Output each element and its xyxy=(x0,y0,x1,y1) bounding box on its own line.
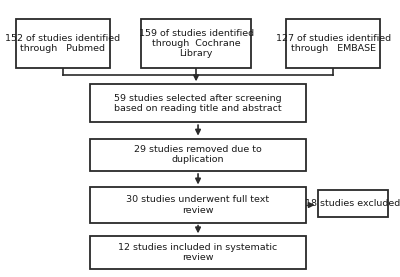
Text: 127 of studies identified
through   EMBASE: 127 of studies identified through EMBASE xyxy=(276,34,391,53)
FancyBboxPatch shape xyxy=(318,190,388,217)
FancyBboxPatch shape xyxy=(286,19,380,68)
FancyBboxPatch shape xyxy=(90,187,306,223)
Text: 159 of studies identified
through  Cochrane
Library: 159 of studies identified through Cochra… xyxy=(138,29,254,58)
Text: 59 studies selected after screening
based on reading title and abstract: 59 studies selected after screening base… xyxy=(114,94,282,113)
Text: 30 studies underwent full text
review: 30 studies underwent full text review xyxy=(126,195,270,215)
Text: 12 studies included in systematic
review: 12 studies included in systematic review xyxy=(118,243,278,262)
Text: 152 of studies identified
through   Pubmed: 152 of studies identified through Pubmed xyxy=(5,34,120,53)
FancyBboxPatch shape xyxy=(90,84,306,122)
FancyBboxPatch shape xyxy=(90,138,306,171)
Text: 29 studies removed due to
duplication: 29 studies removed due to duplication xyxy=(134,145,262,165)
FancyBboxPatch shape xyxy=(141,19,251,68)
FancyBboxPatch shape xyxy=(90,236,306,269)
Text: 18 studies excluded: 18 studies excluded xyxy=(305,199,400,208)
FancyBboxPatch shape xyxy=(16,19,110,68)
